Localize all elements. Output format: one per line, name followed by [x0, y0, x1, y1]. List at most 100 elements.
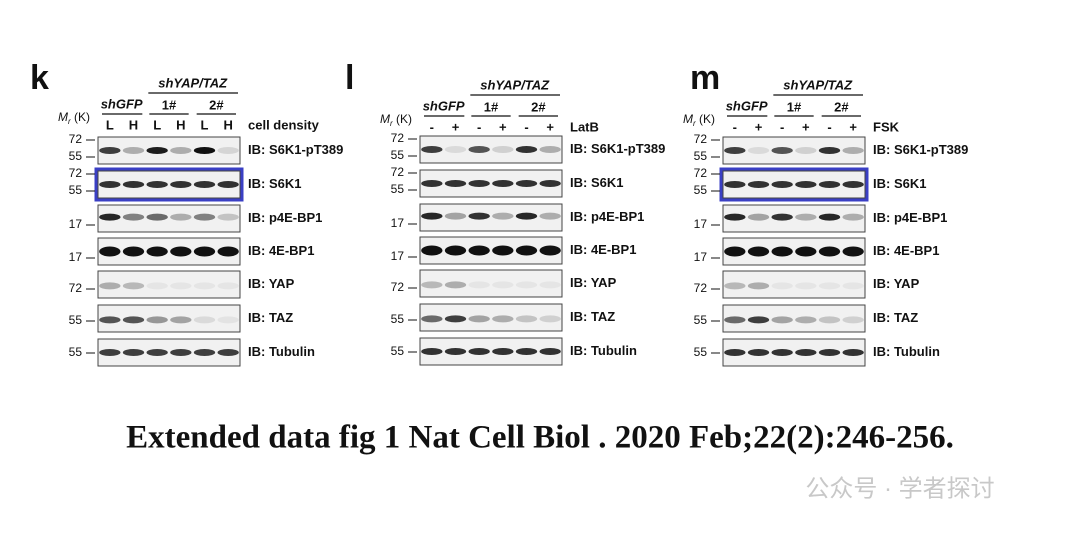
blot-frame [419, 303, 563, 332]
band [468, 281, 490, 289]
lane-label: - [524, 119, 528, 134]
treatment-label: FSK [873, 119, 900, 134]
band [193, 213, 216, 221]
band [795, 316, 817, 324]
marker-label: 72 [69, 166, 83, 180]
marker-label: 72 [391, 280, 405, 294]
band [842, 246, 864, 257]
band [146, 246, 168, 257]
marker-label: 72 [69, 281, 83, 295]
lane-label: - [780, 119, 784, 134]
marker-label: 55 [694, 183, 708, 197]
band [444, 146, 467, 153]
band [771, 282, 793, 290]
band [217, 282, 239, 290]
lane-label: - [477, 119, 481, 134]
band [122, 316, 145, 324]
band [170, 349, 192, 356]
marker-label: 17 [69, 250, 83, 264]
lane-label: + [755, 119, 763, 134]
row-label: IB: YAP [248, 276, 295, 291]
band [146, 147, 168, 154]
band [193, 282, 216, 290]
marker-label: 55 [694, 313, 708, 327]
control-label: shGFP [423, 98, 465, 113]
band [724, 282, 746, 290]
band [468, 245, 490, 256]
lane-label: + [849, 119, 857, 134]
band [795, 181, 817, 188]
band [539, 146, 561, 153]
band [539, 348, 561, 355]
band [146, 349, 168, 356]
band [724, 147, 746, 154]
band [170, 213, 192, 221]
band [421, 281, 443, 289]
blot-frame [97, 204, 241, 233]
group-label: shYAP/TAZ [783, 77, 853, 92]
band [146, 316, 168, 324]
band [795, 349, 817, 356]
treatment-label: LatB [570, 119, 599, 134]
band [217, 213, 239, 221]
band [217, 316, 239, 324]
control-label: shGFP [101, 96, 143, 111]
mr-label: Mr (K) [58, 110, 90, 126]
band [468, 146, 490, 153]
watermark: 公众号 · 学者探讨 [805, 475, 994, 502]
band [818, 181, 841, 188]
band [795, 147, 817, 154]
band [492, 212, 514, 220]
band [170, 147, 192, 154]
band [842, 181, 864, 188]
marker-label: 72 [69, 132, 83, 146]
band [795, 282, 817, 290]
mr-symbol: M [683, 112, 693, 126]
mr-symbol: M [380, 112, 390, 126]
lane-label: H [176, 117, 185, 132]
band [492, 281, 514, 289]
row-label: IB: TAZ [570, 309, 615, 324]
band [99, 213, 121, 221]
band [724, 246, 746, 257]
panel-letter: l [345, 59, 354, 97]
band [515, 315, 538, 323]
band [421, 245, 443, 256]
marker-label: 17 [69, 217, 83, 231]
marker-label: 55 [694, 345, 708, 359]
marker-label: 55 [69, 345, 83, 359]
band [421, 315, 443, 323]
row-label: IB: TAZ [248, 310, 293, 325]
blot-frame [97, 270, 241, 299]
subgroup-label: 1# [162, 97, 177, 112]
band [515, 212, 538, 220]
band [170, 246, 192, 257]
highlight-box [94, 167, 244, 202]
panel-letter: k [30, 59, 49, 97]
band [217, 246, 239, 257]
band [99, 316, 121, 324]
band [842, 282, 864, 290]
band [747, 181, 770, 188]
lane-label: - [827, 119, 831, 134]
panel-letter: m [690, 59, 720, 97]
band [795, 213, 817, 221]
band [539, 180, 561, 187]
marker-label: 55 [391, 182, 405, 196]
band [444, 180, 467, 187]
band [468, 348, 490, 355]
blot-frame [419, 203, 563, 232]
marker-label: 55 [69, 183, 83, 197]
band [122, 282, 145, 290]
row-label: IB: S6K1 [873, 176, 926, 191]
subgroup-label: 2# [209, 97, 224, 112]
mr-label: Mr (K) [683, 112, 715, 128]
band [193, 349, 216, 356]
band [818, 147, 841, 154]
band [217, 349, 239, 356]
marker-label: 17 [694, 217, 708, 231]
control-label: shGFP [726, 98, 768, 113]
band [818, 316, 841, 324]
band [842, 316, 864, 324]
marker-label: 55 [694, 149, 708, 163]
